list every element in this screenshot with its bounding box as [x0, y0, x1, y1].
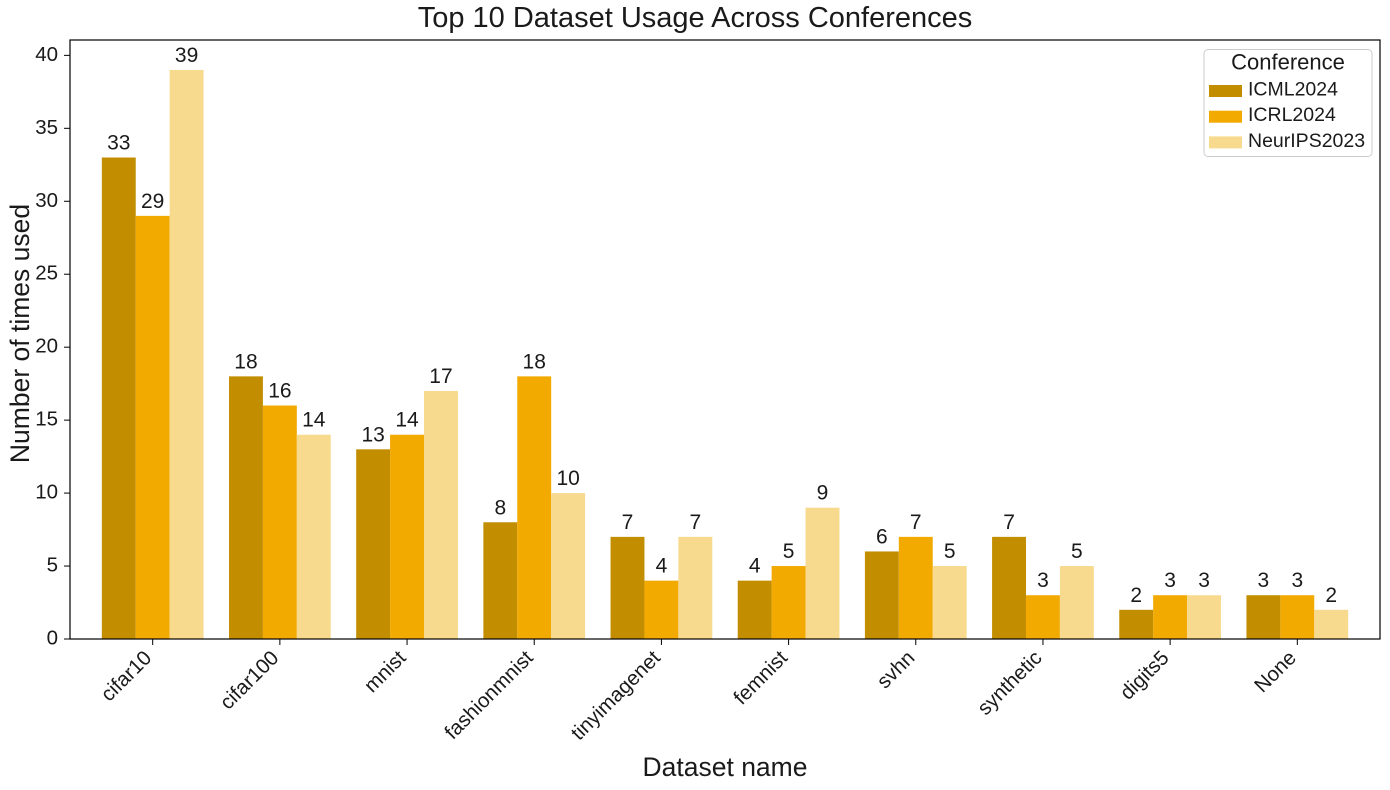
svg-text:ICRL2024: ICRL2024 [1248, 104, 1336, 126]
svg-text:ICML2024: ICML2024 [1248, 79, 1338, 101]
svg-text:0: 0 [47, 627, 58, 650]
svg-text:13: 13 [361, 423, 384, 446]
svg-text:39: 39 [175, 44, 198, 67]
svg-text:7: 7 [689, 511, 701, 534]
svg-text:3: 3 [1164, 569, 1176, 592]
svg-text:3: 3 [1291, 569, 1303, 592]
svg-text:5: 5 [783, 540, 795, 563]
svg-text:NeurIPS2023: NeurIPS2023 [1248, 130, 1365, 152]
svg-text:30: 30 [35, 189, 58, 212]
svg-text:9: 9 [817, 482, 829, 505]
svg-text:Top 10 Dataset Usage Across Co: Top 10 Dataset Usage Across Conferences [418, 2, 973, 34]
svg-text:6: 6 [876, 525, 888, 548]
svg-text:7: 7 [910, 511, 922, 534]
svg-text:4: 4 [656, 555, 668, 578]
svg-text:Number of times used: Number of times used [5, 204, 35, 463]
svg-text:3: 3 [1198, 569, 1210, 592]
svg-text:3: 3 [1258, 569, 1270, 592]
svg-text:2: 2 [1130, 584, 1142, 607]
svg-text:18: 18 [234, 350, 257, 373]
svg-text:5: 5 [47, 554, 58, 577]
svg-text:10: 10 [556, 467, 579, 490]
svg-text:40: 40 [35, 43, 58, 66]
svg-text:4: 4 [749, 555, 761, 578]
svg-text:17: 17 [429, 365, 452, 388]
svg-text:20: 20 [35, 335, 58, 358]
svg-text:3: 3 [1037, 569, 1049, 592]
svg-text:33: 33 [107, 132, 130, 155]
svg-text:25: 25 [35, 262, 58, 285]
svg-text:16: 16 [268, 380, 291, 403]
svg-text:18: 18 [523, 350, 546, 373]
svg-text:5: 5 [944, 540, 956, 563]
svg-text:5: 5 [1071, 540, 1083, 563]
svg-text:8: 8 [494, 496, 506, 519]
svg-text:14: 14 [395, 409, 419, 432]
svg-text:Conference: Conference [1231, 50, 1345, 75]
svg-text:Dataset name: Dataset name [643, 752, 808, 782]
svg-text:35: 35 [35, 116, 58, 139]
svg-text:7: 7 [622, 511, 634, 534]
svg-text:29: 29 [141, 190, 164, 213]
svg-text:15: 15 [35, 408, 58, 431]
svg-text:14: 14 [302, 409, 326, 432]
svg-text:10: 10 [35, 481, 58, 504]
svg-text:2: 2 [1325, 584, 1337, 607]
svg-text:7: 7 [1003, 511, 1015, 534]
